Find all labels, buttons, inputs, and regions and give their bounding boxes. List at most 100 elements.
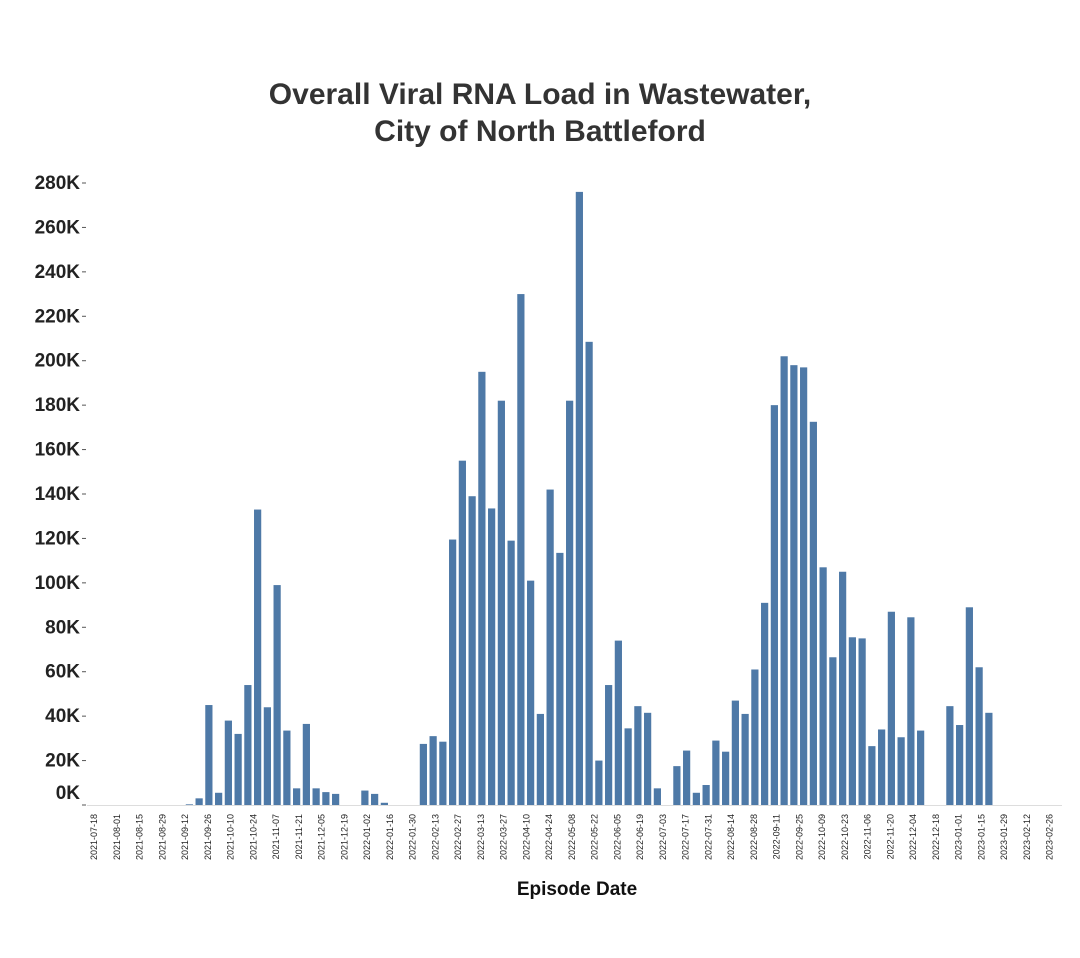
- bar: [488, 508, 496, 805]
- x-tick-label: 2022-09-11: [772, 814, 782, 859]
- x-tick-label: 2021-12-05: [317, 814, 327, 860]
- bar: [605, 685, 613, 805]
- bar: [224, 720, 232, 805]
- x-tick-label: 2022-04-24: [544, 814, 554, 860]
- x-tick-label: 2022-11-06: [863, 814, 873, 859]
- x-tick-label: 2022-02-27: [453, 814, 463, 860]
- x-tick-label: 2022-12-04: [908, 814, 918, 860]
- bar: [751, 669, 759, 805]
- x-tick-label: 2022-07-03: [658, 814, 668, 860]
- bar: [829, 657, 837, 805]
- bar: [429, 736, 437, 805]
- bar: [917, 730, 925, 805]
- x-tick-label: 2022-07-31: [703, 814, 713, 860]
- x-tick-label: 2023-02-26: [1045, 814, 1055, 860]
- bar: [575, 191, 583, 805]
- bar: [322, 792, 330, 805]
- x-tick-label: 2023-01-01: [954, 814, 964, 860]
- bar: [234, 733, 242, 805]
- bar: [702, 785, 710, 805]
- x-tick-label: 2022-03-27: [499, 814, 509, 860]
- bar: [780, 356, 788, 805]
- x-tick-label: 2022-01-02: [362, 814, 372, 860]
- bar: [371, 793, 379, 805]
- bar: [614, 640, 622, 805]
- bar: [556, 552, 564, 805]
- bar: [907, 617, 915, 805]
- x-tick-label: 2021-10-24: [248, 814, 258, 860]
- bar: [887, 611, 895, 805]
- bar: [527, 580, 535, 805]
- x-tick-label: 2022-02-13: [430, 814, 440, 860]
- bar: [585, 341, 593, 805]
- bar: [761, 602, 769, 805]
- x-tick-label: 2022-05-08: [567, 814, 577, 860]
- x-tick-label: 2022-09-25: [794, 814, 804, 860]
- x-tick-label: 2022-07-17: [681, 814, 691, 860]
- y-tick-label: 200K: [35, 351, 81, 372]
- bar: [507, 540, 515, 805]
- bar: [332, 793, 340, 805]
- y-tick-label: 260K: [35, 217, 81, 238]
- bar: [312, 788, 320, 805]
- y-tick-label: 180K: [35, 395, 81, 416]
- y-axis: 0K 20K 40K 60K 80K 100K 120K 140K 160K 180K 200K 22…: [35, 173, 86, 806]
- x-tick-label: 2021-07-18: [89, 814, 99, 860]
- y-tick-label: 140K: [35, 484, 81, 505]
- x-axis: 2021-07-18 2021-08-01 2021-08-15 2021-08-29…: [89, 814, 1055, 860]
- x-tick-label: 2022-10-23: [840, 814, 850, 860]
- bar: [517, 294, 525, 805]
- x-tick-label: 2022-08-14: [726, 814, 736, 860]
- y-tick-label: 40K: [45, 706, 80, 727]
- x-tick-label: 2022-08-28: [749, 814, 759, 860]
- y-tick-label: 60K: [45, 662, 80, 683]
- chart-title-line2: City of North Battleford: [374, 115, 706, 148]
- y-tick-label: 100K: [35, 573, 81, 594]
- bar: [254, 509, 262, 805]
- bar: [819, 567, 827, 805]
- bar: [273, 585, 281, 805]
- bar: [956, 725, 964, 805]
- bar: [380, 802, 388, 805]
- y-tick-label: 20K: [45, 751, 80, 772]
- bar: [449, 539, 457, 805]
- x-tick-label: 2022-11-20: [885, 814, 895, 859]
- x-tick-label: 2021-11-21: [294, 814, 304, 859]
- bar: [215, 792, 223, 805]
- bar: [965, 607, 973, 805]
- x-tick-label: 2021-09-12: [180, 814, 190, 860]
- bar: [722, 751, 730, 805]
- bar: [478, 371, 486, 805]
- bar: [653, 788, 661, 805]
- y-tick-label: 160K: [35, 440, 81, 461]
- bar: [468, 496, 476, 805]
- bar: [946, 706, 954, 805]
- bar: [868, 746, 876, 805]
- bar: [634, 706, 642, 805]
- x-tick-label: 2022-06-05: [612, 814, 622, 860]
- x-tick-label: 2023-01-15: [976, 814, 986, 860]
- bar: [790, 365, 798, 805]
- bar: [244, 685, 252, 805]
- bar: [683, 750, 691, 805]
- bar: [361, 790, 369, 805]
- bar: [205, 705, 213, 805]
- bar: [497, 400, 505, 805]
- bar: [595, 760, 603, 805]
- x-tick-label: 2023-01-29: [999, 814, 1009, 860]
- bar: [770, 405, 778, 805]
- bar: [731, 700, 739, 805]
- bar: [302, 723, 310, 805]
- bar: [536, 713, 544, 805]
- x-axis-title: Episode Date: [517, 879, 637, 900]
- x-tick-label: 2022-06-19: [635, 814, 645, 860]
- x-tick-label: 2021-08-01: [112, 814, 122, 860]
- x-tick-label: 2021-08-29: [157, 814, 167, 860]
- x-tick-label: 2021-11-07: [271, 814, 281, 859]
- bar: [624, 728, 632, 805]
- bar: [195, 798, 203, 805]
- x-tick-label: 2022-03-13: [476, 814, 486, 860]
- bar: [566, 400, 574, 805]
- bar: [809, 421, 817, 805]
